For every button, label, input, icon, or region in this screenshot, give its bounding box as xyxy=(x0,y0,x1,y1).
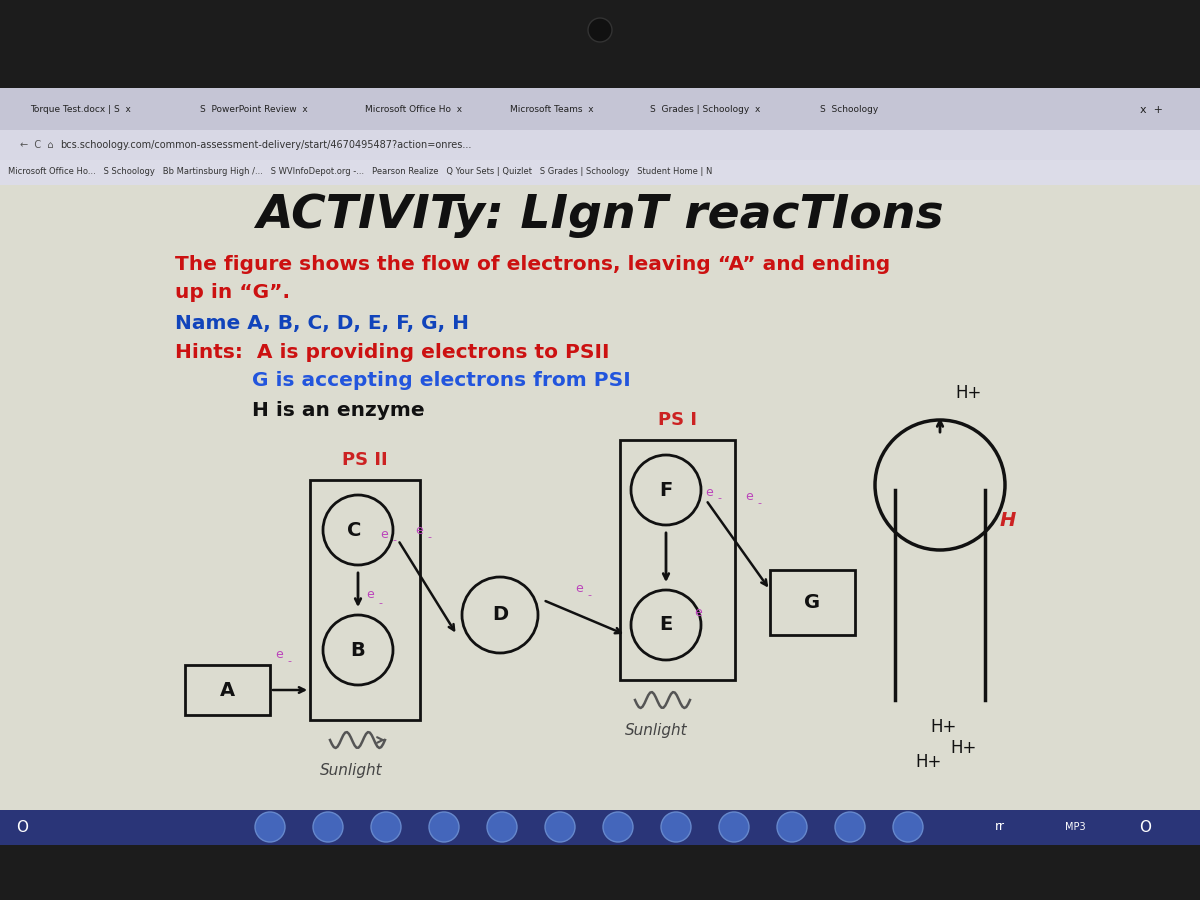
Circle shape xyxy=(835,812,865,842)
Bar xyxy=(0,160,1200,185)
Text: up in “G”.: up in “G”. xyxy=(175,284,290,302)
Text: Name A, B, C, D, E, F, G, H: Name A, B, C, D, E, F, G, H xyxy=(175,313,469,332)
Circle shape xyxy=(588,18,612,42)
Text: H+: H+ xyxy=(955,384,982,402)
Text: G: G xyxy=(804,593,821,612)
Text: Microsoft Office Ho  x: Microsoft Office Ho x xyxy=(365,105,462,114)
Circle shape xyxy=(719,812,749,842)
Text: Sunlight: Sunlight xyxy=(320,762,383,778)
Circle shape xyxy=(893,812,923,842)
Text: O: O xyxy=(16,820,28,834)
Text: -: - xyxy=(718,493,721,503)
Text: rr: rr xyxy=(995,821,1006,833)
Bar xyxy=(310,480,420,720)
Circle shape xyxy=(778,812,808,842)
Text: S  Grades | Schoology  x: S Grades | Schoology x xyxy=(650,105,761,114)
Text: E: E xyxy=(659,616,673,634)
Text: ←  C  ⌂: ← C ⌂ xyxy=(20,140,54,150)
Text: H: H xyxy=(1000,510,1016,529)
Bar xyxy=(0,840,1200,900)
Circle shape xyxy=(487,812,517,842)
Bar xyxy=(185,665,270,715)
Text: e: e xyxy=(706,485,713,499)
Text: O: O xyxy=(1139,820,1151,834)
Text: bcs.schoology.com/common-assessment-delivery/start/4670495487?action=onres...: bcs.schoology.com/common-assessment-deli… xyxy=(60,140,472,150)
Text: S  Schoology: S Schoology xyxy=(820,105,878,114)
Text: B: B xyxy=(350,641,365,660)
Text: -: - xyxy=(757,498,761,508)
Circle shape xyxy=(256,812,286,842)
Bar xyxy=(0,0,1200,90)
Text: PS I: PS I xyxy=(658,411,697,429)
Text: -: - xyxy=(378,598,382,608)
Text: e: e xyxy=(380,528,388,542)
Text: A: A xyxy=(220,680,235,699)
Text: G is accepting electrons from PSI: G is accepting electrons from PSI xyxy=(175,372,631,391)
Bar xyxy=(620,440,734,680)
Text: C: C xyxy=(347,520,361,539)
Text: e: e xyxy=(694,607,702,619)
Text: Sunlight: Sunlight xyxy=(625,723,688,737)
Text: S  PowerPoint Review  x: S PowerPoint Review x xyxy=(200,105,307,114)
Circle shape xyxy=(661,812,691,842)
Text: e: e xyxy=(415,524,422,536)
Text: -: - xyxy=(587,590,592,600)
Text: Microsoft Office Ho...   S Schoology   Bb Martinsburg High /...   S WVInfoDepot.: Microsoft Office Ho... S Schoology Bb Ma… xyxy=(8,167,713,176)
Text: PS II: PS II xyxy=(342,451,388,469)
Text: H+: H+ xyxy=(930,718,956,736)
Bar xyxy=(0,88,1200,130)
Circle shape xyxy=(371,812,401,842)
Bar xyxy=(0,130,1200,160)
Text: e: e xyxy=(745,491,752,503)
Bar xyxy=(770,570,854,635)
Text: e: e xyxy=(575,581,583,595)
Text: Hints:  A is providing electrons to PSII: Hints: A is providing electrons to PSII xyxy=(175,343,610,362)
Text: x  +: x + xyxy=(1140,105,1163,115)
Text: The figure shows the flow of electrons, leaving “A” and ending: The figure shows the flow of electrons, … xyxy=(175,256,890,274)
Circle shape xyxy=(604,812,634,842)
Circle shape xyxy=(430,812,458,842)
Text: H+: H+ xyxy=(916,753,941,771)
Text: -: - xyxy=(392,535,396,545)
Text: e: e xyxy=(366,589,373,601)
Text: H is an enzyme: H is an enzyme xyxy=(175,400,425,419)
Circle shape xyxy=(313,812,343,842)
Text: -: - xyxy=(287,656,292,666)
Circle shape xyxy=(545,812,575,842)
Text: Torque Test.docx | S  x: Torque Test.docx | S x xyxy=(30,105,131,114)
Bar xyxy=(0,90,1200,840)
Bar xyxy=(0,810,1200,845)
Text: Microsoft Teams  x: Microsoft Teams x xyxy=(510,105,594,114)
Text: D: D xyxy=(492,606,508,625)
Text: MP3: MP3 xyxy=(1064,822,1085,832)
Text: e: e xyxy=(275,649,283,662)
Text: ACTIVITy: LIgnT reacTIons: ACTIVITy: LIgnT reacTIons xyxy=(256,193,944,238)
Text: -: - xyxy=(427,532,431,542)
Text: H+: H+ xyxy=(950,739,977,757)
Text: F: F xyxy=(659,481,673,500)
